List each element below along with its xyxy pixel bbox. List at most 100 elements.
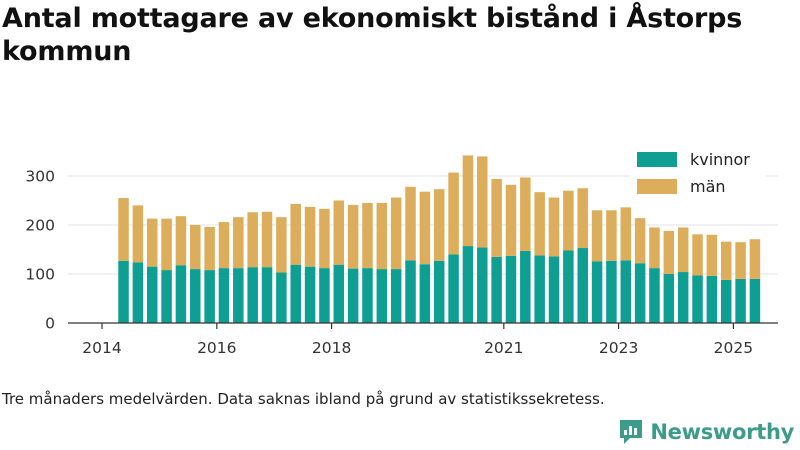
bar-man xyxy=(146,218,158,267)
bar-kvinnor xyxy=(347,268,359,323)
x-tick-label: 2018 xyxy=(312,339,351,357)
x-tick-label: 2014 xyxy=(82,339,121,357)
bar-man xyxy=(304,206,316,267)
bar-kvinnor xyxy=(720,279,732,323)
bar-kvinnor xyxy=(276,272,287,323)
bars xyxy=(118,155,761,323)
bar-kvinnor xyxy=(649,268,660,323)
bar-man xyxy=(448,172,459,255)
bar-man xyxy=(534,192,545,256)
bar-man xyxy=(233,217,244,269)
bar-man xyxy=(247,212,258,268)
bar-man xyxy=(175,216,187,266)
bar-kvinnor xyxy=(433,260,445,323)
bar-kvinnor xyxy=(477,247,488,323)
bar-man xyxy=(520,177,531,251)
bar-man xyxy=(462,155,474,247)
bar-man xyxy=(276,217,287,273)
x-tick-label: 2016 xyxy=(197,339,236,357)
legend: kvinnor män xyxy=(630,145,766,203)
bar-man xyxy=(505,184,517,256)
bar-kvinnor xyxy=(505,255,517,323)
bar-man xyxy=(118,198,129,261)
bar-man xyxy=(663,230,675,274)
bar-man xyxy=(620,207,632,261)
brand-logo[interactable]: Newsworthy xyxy=(618,418,794,446)
y-tick-label: 0 xyxy=(45,315,55,333)
bar-kvinnor xyxy=(319,268,330,323)
bar-kvinnor xyxy=(548,256,560,323)
bar-kvinnor xyxy=(161,270,172,323)
legend-swatch-kvinnor xyxy=(637,152,677,167)
bar-man xyxy=(362,202,373,269)
bar-man xyxy=(132,205,144,263)
bar-man xyxy=(190,225,201,270)
bar-man xyxy=(563,190,574,251)
bar-kvinnor xyxy=(606,260,617,323)
legend-label-kvinnor: kvinnor xyxy=(690,150,750,169)
y-tick-label: 300 xyxy=(25,168,55,186)
bar-kvinnor xyxy=(706,275,718,323)
bar-kvinnor xyxy=(175,265,187,323)
bar-kvinnor xyxy=(333,264,345,323)
bar-man xyxy=(319,208,330,269)
bar-kvinnor xyxy=(132,262,144,323)
bar-man xyxy=(390,197,402,270)
bar-man xyxy=(433,189,445,261)
bar-man xyxy=(376,202,388,270)
bar-kvinnor xyxy=(520,250,531,323)
bar-man xyxy=(333,200,345,265)
bar-man xyxy=(261,211,273,268)
bar-kvinnor xyxy=(491,256,502,323)
bar-kvinnor xyxy=(749,278,761,323)
bar-man xyxy=(548,197,560,257)
bar-man xyxy=(720,241,732,280)
bar-man xyxy=(677,227,689,273)
bar-kvinnor xyxy=(146,266,158,323)
bar-kvinnor xyxy=(563,250,574,323)
legend-swatch-man xyxy=(637,179,677,194)
bar-man xyxy=(491,178,502,257)
bar-man xyxy=(577,188,588,249)
bar-man xyxy=(735,242,746,279)
bar-kvinnor xyxy=(677,272,689,323)
chart: 0 100 200 300 2014 2016 2018 2021 2023 2025 kvin… xyxy=(25,145,778,357)
bar-kvinnor xyxy=(376,269,388,323)
bar-kvinnor xyxy=(118,260,129,323)
bar-kvinnor xyxy=(390,269,402,323)
x-tick-label: 2023 xyxy=(599,339,638,357)
x-tick-label: 2025 xyxy=(714,339,753,357)
bar-kvinnor xyxy=(692,275,703,323)
bar-kvinnor xyxy=(620,260,632,323)
bar-kvinnor xyxy=(290,264,301,323)
brand-name: Newsworthy xyxy=(650,420,794,444)
footnote: Tre månaders medelvärden. Data saknas ib… xyxy=(2,390,605,408)
bar-man xyxy=(591,210,603,262)
bar-kvinnor xyxy=(663,274,675,323)
bar-kvinnor xyxy=(462,246,474,323)
bar-kvinnor xyxy=(218,268,230,323)
bar-kvinnor xyxy=(735,278,746,323)
bar-kvinnor xyxy=(405,260,416,323)
bar-man xyxy=(706,234,718,276)
bar-kvinnor xyxy=(261,267,273,323)
bar-man xyxy=(649,227,660,269)
bar-kvinnor xyxy=(577,248,588,323)
bar-kvinnor xyxy=(247,267,258,323)
newsworthy-logo-icon xyxy=(620,420,643,444)
bar-kvinnor xyxy=(190,269,201,323)
bar-man xyxy=(290,203,301,265)
bar-man xyxy=(204,226,215,271)
bar-kvinnor xyxy=(233,268,244,323)
bar-kvinnor xyxy=(448,254,459,323)
bar-man xyxy=(606,210,617,261)
bar-kvinnor xyxy=(304,266,316,323)
bar-kvinnor xyxy=(534,255,545,323)
bar-man xyxy=(161,218,172,271)
bar-kvinnor xyxy=(204,270,215,323)
y-tick-label: 200 xyxy=(25,217,55,235)
bar-kvinnor xyxy=(634,263,646,323)
x-tick-label: 2021 xyxy=(484,339,523,357)
chart-title: Antal mottagare av ekonomiskt bistånd i … xyxy=(2,3,743,67)
y-tick-label: 100 xyxy=(25,266,55,284)
